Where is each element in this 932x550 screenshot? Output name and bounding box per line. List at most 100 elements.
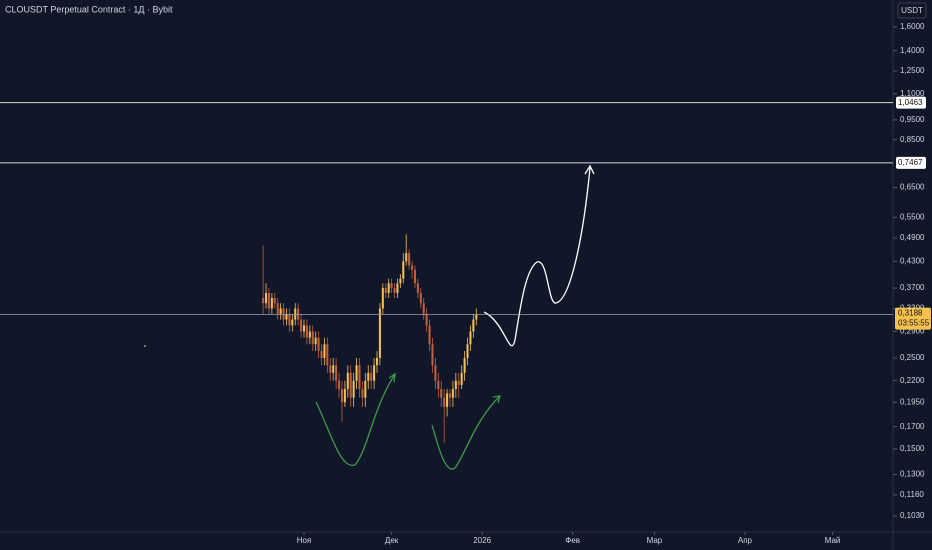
x-tick-label: Фев bbox=[565, 536, 580, 545]
y-tick-label: 0,9500 bbox=[900, 115, 925, 124]
candle-body bbox=[346, 372, 349, 390]
candle-body bbox=[300, 319, 303, 332]
candle-body bbox=[308, 331, 311, 338]
chart-title: CLOUSDT Perpetual Contract · 1Д · Bybit bbox=[5, 4, 173, 14]
candle-body bbox=[335, 365, 338, 381]
candle-body bbox=[422, 303, 425, 314]
candle-body bbox=[384, 288, 387, 293]
price-label-box bbox=[896, 96, 926, 109]
green-arrow bbox=[388, 372, 396, 383]
candle-body bbox=[305, 325, 308, 338]
y-tick-label: 0,3700 bbox=[900, 283, 925, 292]
y-tick-label: 0,8500 bbox=[900, 135, 925, 144]
candle-body bbox=[370, 372, 373, 381]
candle-body bbox=[390, 283, 393, 289]
candle-body bbox=[408, 253, 411, 266]
candle-body bbox=[440, 389, 443, 398]
candle-body bbox=[428, 325, 431, 345]
white-curve bbox=[483, 167, 591, 347]
candle-body bbox=[472, 319, 475, 332]
candle-body bbox=[466, 344, 469, 358]
currency: USDT bbox=[901, 6, 923, 15]
last-price-label: 0,3188 bbox=[898, 309, 923, 318]
candle-body bbox=[349, 372, 352, 398]
countdown: 03:55:55 bbox=[898, 319, 930, 328]
drawings bbox=[315, 164, 595, 470]
candle-body bbox=[405, 253, 408, 262]
candle-body bbox=[381, 288, 384, 309]
candle-body bbox=[431, 344, 434, 366]
candle-body bbox=[425, 313, 428, 326]
x-tick-label: Апр bbox=[738, 536, 753, 545]
x-tick-label: Ноя bbox=[297, 536, 312, 545]
candle-body bbox=[340, 389, 343, 403]
candle-body bbox=[358, 365, 361, 390]
white-arrow bbox=[584, 164, 595, 175]
candle-body bbox=[451, 389, 454, 398]
y-tick-label: 0,6500 bbox=[900, 183, 925, 192]
y-tick-label: 0,1030 bbox=[900, 511, 925, 520]
candle-body bbox=[265, 292, 268, 304]
y-tick-label: 1,6000 bbox=[900, 22, 925, 31]
candle-body bbox=[387, 283, 390, 293]
candle-body bbox=[411, 265, 414, 270]
candle-body bbox=[343, 389, 346, 403]
y-tick-label: 1,2500 bbox=[900, 66, 925, 75]
candle-body bbox=[437, 380, 440, 390]
x-tick-label: Май bbox=[825, 536, 841, 545]
dot bbox=[144, 345, 146, 347]
last-price-box bbox=[895, 307, 931, 330]
y-tick-label: 0,2200 bbox=[900, 376, 925, 385]
y-tick-label: 1,4000 bbox=[900, 46, 925, 55]
candle-body bbox=[332, 365, 335, 373]
candle-body bbox=[273, 297, 276, 304]
green-curve bbox=[315, 373, 396, 466]
candle-body bbox=[448, 393, 452, 398]
candle-body bbox=[446, 393, 449, 407]
y-tick-label: 0,1950 bbox=[900, 397, 925, 406]
candle-body bbox=[454, 380, 457, 390]
candle-body bbox=[311, 331, 314, 345]
candle-body bbox=[460, 372, 463, 385]
y-tick-label: 0,1300 bbox=[900, 470, 925, 479]
candle-body bbox=[475, 314, 478, 320]
candle-body bbox=[469, 331, 472, 345]
candle-body bbox=[378, 308, 381, 358]
candle-body bbox=[419, 292, 422, 304]
candle-body bbox=[413, 269, 416, 284]
y-tick-label: 0,1500 bbox=[900, 444, 925, 453]
candle-body bbox=[434, 365, 437, 381]
price-label: 0,7467 bbox=[898, 158, 923, 167]
currency-box bbox=[897, 2, 927, 19]
candle-body bbox=[323, 344, 326, 358]
candle-body bbox=[361, 389, 364, 398]
candle-body bbox=[282, 308, 285, 320]
price-label: 1,0463 bbox=[898, 98, 923, 107]
candle-body bbox=[294, 308, 297, 320]
y-tick-label: 0,2900 bbox=[900, 327, 925, 336]
candle-body bbox=[270, 297, 273, 309]
candle-body bbox=[267, 292, 270, 309]
price-label-box bbox=[896, 156, 926, 169]
y-tick-label: 1,1000 bbox=[900, 89, 925, 98]
candle-body bbox=[373, 365, 376, 381]
candle-body bbox=[279, 308, 282, 314]
candle-body bbox=[338, 380, 341, 390]
candle-body bbox=[314, 337, 317, 345]
candle-body bbox=[443, 397, 446, 407]
candle-body bbox=[285, 313, 288, 320]
candle-body bbox=[276, 303, 279, 314]
candle-body bbox=[262, 297, 265, 304]
y-tick-label: 0,4300 bbox=[900, 256, 925, 265]
green-curve bbox=[431, 395, 501, 470]
x-tick-label: 2026 bbox=[473, 536, 491, 545]
green-arrow bbox=[492, 395, 501, 404]
y-tick-label: 0,1160 bbox=[900, 490, 924, 499]
candle-body bbox=[352, 380, 355, 398]
candle-body bbox=[396, 283, 399, 293]
y-tick-label: 0,4900 bbox=[900, 233, 925, 242]
candle-body bbox=[402, 261, 405, 279]
candle-body bbox=[288, 313, 291, 326]
